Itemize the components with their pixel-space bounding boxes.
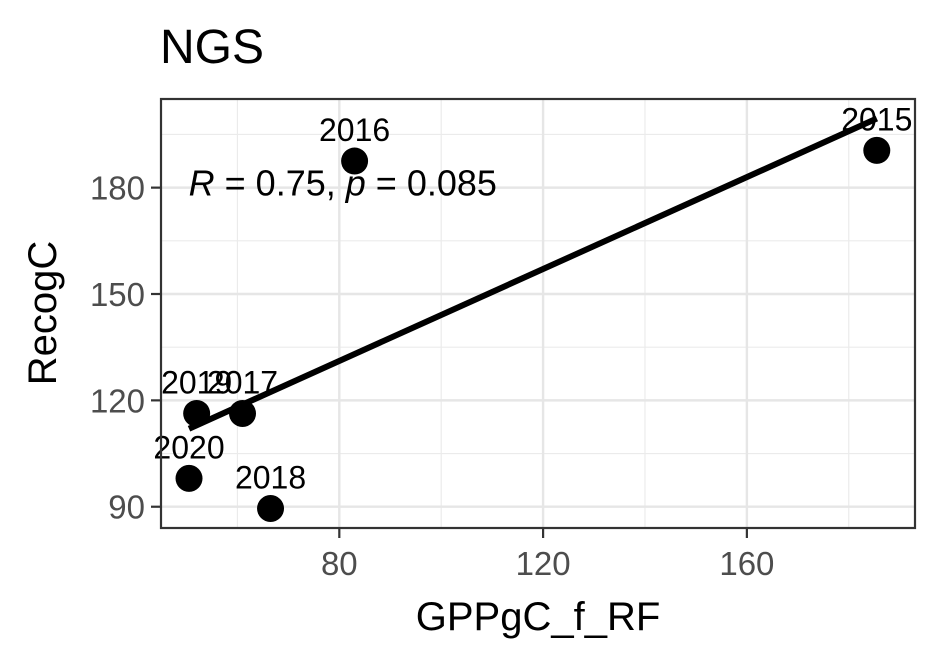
point-label-2018: 2018 [235, 460, 306, 496]
y-tick-label: 180 [90, 170, 145, 207]
regression-line [187, 115, 879, 432]
point-label-2017: 2017 [207, 364, 278, 400]
data-point-2017 [229, 399, 257, 427]
x-tick-label: 160 [719, 545, 774, 582]
data-point-2020 [175, 464, 203, 492]
point-labels: 2015 2016 2017 2018 2019 2020 [153, 101, 912, 495]
y-axis: 90 120 150 180 [90, 170, 161, 526]
y-tick-label: 150 [90, 276, 145, 313]
x-axis: 80 120 160 [321, 528, 774, 582]
major-gridlines [161, 99, 915, 528]
data-point-2015 [863, 136, 891, 164]
x-axis-title: GPPgC_f_RF [416, 595, 661, 639]
point-label-2019: 2019 [161, 364, 232, 400]
r-value: = 0.75, [215, 163, 346, 204]
point-label-2015: 2015 [841, 101, 912, 137]
plot-border [159, 97, 917, 530]
y-tick-label: 120 [90, 382, 145, 419]
y-axis-title: RecogC [21, 241, 65, 386]
p-value: = 0.085 [366, 163, 497, 204]
correlation-annotation: R = 0.75, p = 0.085 [189, 163, 497, 204]
data-point-2016 [341, 147, 369, 175]
chart-title: NGS [160, 21, 264, 74]
x-tick-label: 120 [516, 545, 571, 582]
regression-line-layer [187, 115, 879, 432]
plot-panel [161, 99, 915, 528]
point-label-2020: 2020 [153, 429, 224, 465]
p-symbol: p [345, 163, 366, 204]
x-tick-label: 80 [321, 545, 358, 582]
data-point-2019 [183, 399, 211, 427]
r-symbol: R [189, 163, 215, 204]
y-tick-label: 90 [108, 489, 145, 526]
data-point-2018 [257, 495, 285, 522]
point-label-2016: 2016 [319, 112, 390, 148]
data-points [175, 136, 891, 522]
